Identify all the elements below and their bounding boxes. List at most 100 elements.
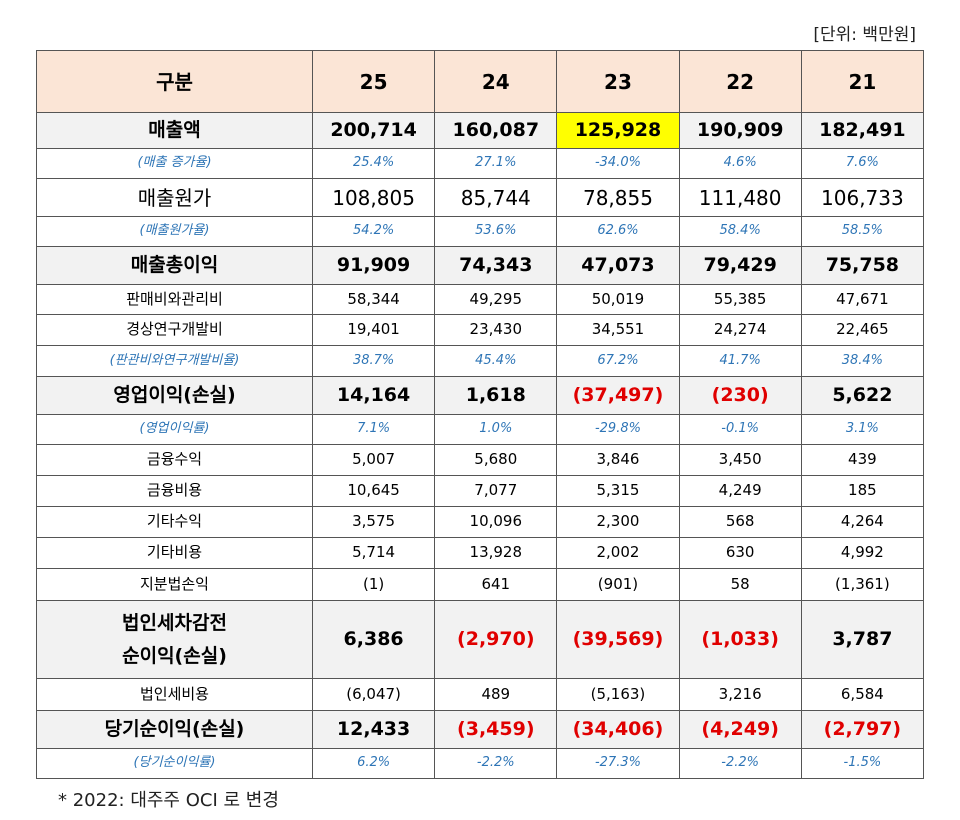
cell: 4,992 [800,537,925,569]
cell: 매출원가 [36,178,313,217]
row: 금융비용 10,645 7,077 5,315 4,249 185 [36,475,925,507]
row: (매출 증가율) 25.4% 27.1% -34.0% 4.6% 7.6% [36,148,925,179]
cell: 125,928 [556,112,680,149]
cell: 25 [311,50,436,113]
cell: 24 [434,50,558,113]
cell: 19,401 [311,314,436,346]
cell: 23,430 [434,314,558,346]
cell: (당기순이익률) [36,748,313,779]
cell: 5,714 [311,537,436,569]
cell: (3,459) [434,710,558,749]
cell: (4,249) [678,710,802,749]
cell: (2,970) [434,600,558,679]
cell: 111,480 [678,178,802,217]
cell: 4.6% [678,148,802,179]
header-row: 구분 25 24 23 22 21 [36,50,925,113]
cell: 4,264 [800,506,925,538]
cell: 3,846 [556,444,680,476]
row: 지분법손익 (1) 641 (901) 58 (1,361) [36,568,925,601]
cell: 매출액 [36,112,313,149]
row: 법인세비용 (6,047) 489 (5,163) 3,216 6,584 [36,678,925,711]
cell: (37,497) [556,376,680,415]
cell: 58 [678,568,802,601]
row: 경상연구개발비 19,401 23,430 34,551 24,274 22,465 [36,314,925,346]
cell: 구분 [36,50,313,113]
cell: 25.4% [311,148,436,179]
cell: 439 [800,444,925,476]
cell: -0.1% [678,414,802,445]
cell: 5,680 [434,444,558,476]
cell: 5,622 [800,376,925,415]
cell: 22,465 [800,314,925,346]
cell: 6,386 [311,600,436,679]
cell: 5,007 [311,444,436,476]
cell: 7,077 [434,475,558,507]
cell: 10,096 [434,506,558,538]
row: (판관비와연구개발비율) 38.7% 45.4% 67.2% 41.7% 38.4% [36,345,925,377]
cell: 91,909 [311,246,436,285]
cell: 3,575 [311,506,436,538]
cell: 27.1% [434,148,558,179]
cell: (39,569) [556,600,680,679]
cell: 금융수익 [36,444,313,476]
cell: 매출총이익 [36,246,313,285]
cell: -1.5% [800,748,925,779]
row: 기타수익 3,575 10,096 2,300 568 4,264 [36,506,925,538]
cell: 160,087 [434,112,558,149]
row: 기타비용 5,714 13,928 2,002 630 4,992 [36,537,925,569]
cell: 641 [434,568,558,601]
row: 영업이익(손실) 14,164 1,618 (37,497) (230) 5,622 [36,376,925,415]
cell: 4,249 [678,475,802,507]
cell: 금융비용 [36,475,313,507]
cell: 568 [678,506,802,538]
row: 매출원가 108,805 85,744 78,855 111,480 106,733 [36,178,925,217]
cell: 23 [556,50,680,113]
cell: 85,744 [434,178,558,217]
row: 매출총이익 91,909 74,343 47,073 79,429 75,758 [36,246,925,285]
cell: -2.2% [678,748,802,779]
cell: 22 [678,50,802,113]
cell: -34.0% [556,148,680,179]
unit-label: [단위: 백만원] [813,25,916,45]
cell: 630 [678,537,802,569]
cell: 75,758 [800,246,925,285]
cell: 78,855 [556,178,680,217]
cell: 62.6% [556,216,680,247]
row: 법인세차감전 순이익(손실) 6,386 (2,970) (39,569) (1,033… [36,600,925,679]
cell: 54.2% [311,216,436,247]
cell: 38.4% [800,345,925,377]
cell: 2,002 [556,537,680,569]
cell: 24,274 [678,314,802,346]
row: 당기순이익(손실) 12,433 (3,459) (34,406) (4,249) (2,… [36,710,925,749]
cell: (901) [556,568,680,601]
cell: 190,909 [678,112,802,149]
cell: 법인세비용 [36,678,313,711]
cell: 45.4% [434,345,558,377]
cell: 185 [800,475,925,507]
cell: -27.3% [556,748,680,779]
cell: 1.0% [434,414,558,445]
cell: 489 [434,678,558,711]
row: (당기순이익률) 6.2% -2.2% -27.3% -2.2% -1.5% [36,748,925,779]
cell: 79,429 [678,246,802,285]
cell: 106,733 [800,178,925,217]
cell: (판관비와연구개발비율) [36,345,313,377]
cell: 10,645 [311,475,436,507]
cell: (5,163) [556,678,680,711]
cell: 58.5% [800,216,925,247]
cell: 판매비와관리비 [36,284,313,315]
cell: (1,361) [800,568,925,601]
cell: 법인세차감전 순이익(손실) [36,600,313,679]
cell: 2,300 [556,506,680,538]
cell: 영업이익(손실) [36,376,313,415]
cell: 기타비용 [36,537,313,569]
cell: 49,295 [434,284,558,315]
cell: 21 [800,50,925,113]
cell: 74,343 [434,246,558,285]
cell: -29.8% [556,414,680,445]
cell: (매출 증가율) [36,148,313,179]
cell: 3,450 [678,444,802,476]
cell: (1,033) [678,600,802,679]
income-table: 구분 25 24 23 22 21 매출액 200,714 160,087 125,928 190,… [36,50,925,779]
